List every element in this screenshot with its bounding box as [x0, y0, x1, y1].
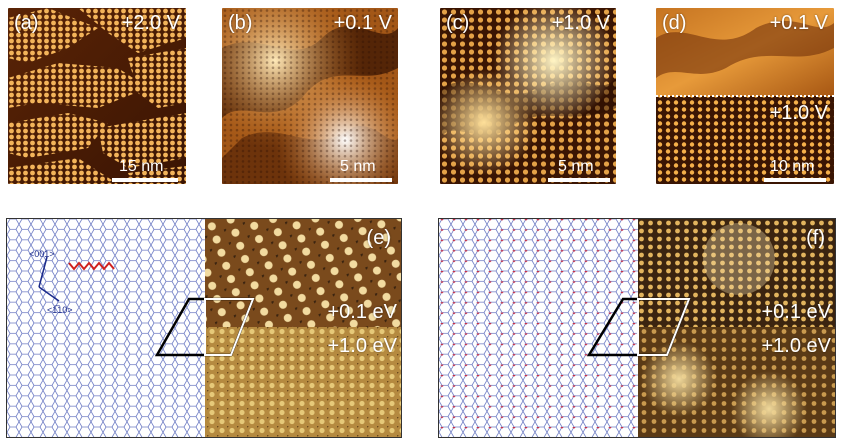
- panel-d-divider: [656, 95, 834, 97]
- panel-a-stm-image: (a) +2.0 V 15 nm: [8, 8, 186, 184]
- panel-c-stm-image: (c) +1.0 V 5 nm: [440, 8, 616, 184]
- panel-c-texture: [440, 8, 616, 184]
- panel-e-figure: [7, 219, 401, 437]
- axis-001-label: <001>: [29, 249, 55, 259]
- panel-b-scale-label: 5 nm: [340, 158, 376, 175]
- panel-d-label: (d): [662, 12, 687, 34]
- panel-c-bias: +1.0 V: [551, 12, 610, 34]
- panel-b-stm-image: (b) +0.1 V 5 nm: [222, 8, 398, 184]
- panel-c-scale-label: 5 nm: [558, 158, 594, 175]
- panel-e-energy-bottom: +1.0 eV: [327, 335, 397, 357]
- panel-e-label: (e): [366, 227, 391, 249]
- panel-d-stm-image: (d) +0.1 V +1.0 V 10 nm: [656, 8, 834, 184]
- panel-d-scale-bar: [764, 178, 826, 182]
- panel-a-scale-bar: [112, 178, 178, 182]
- panel-a-label: (a): [14, 12, 39, 34]
- panel-b-bias: +0.1 V: [333, 12, 392, 34]
- panel-d-bias-top: +0.1 V: [769, 12, 828, 34]
- panel-c-label: (c): [446, 12, 470, 34]
- panel-b-label: (b): [228, 12, 253, 34]
- panel-e-energy-top: +0.1 eV: [327, 301, 397, 323]
- panel-a-bias: +2.0 V: [121, 12, 180, 34]
- panel-f-energy-top: +0.1 eV: [761, 301, 831, 323]
- panel-a-scale-label: 15 nm: [119, 158, 164, 175]
- panel-b-texture: [222, 8, 398, 184]
- panel-f-figure: [439, 219, 835, 437]
- panel-c-scale-bar: [548, 178, 610, 182]
- panel-b-scale-bar: [330, 178, 392, 182]
- panel-f-label: (f): [806, 227, 825, 249]
- panel-a-texture: [8, 8, 186, 184]
- axis-110-label: <1̅10>: [47, 305, 73, 315]
- panel-d-scale-label: 10 nm: [770, 158, 815, 175]
- panel-f: (f) +0.1 eV +1.0 eV: [438, 218, 836, 438]
- panel-d-texture: [656, 8, 834, 184]
- panel-d-bias-bottom: +1.0 V: [769, 102, 828, 124]
- panel-e: <001> <1̅10> (e) +0.1 eV +1.0 eV: [6, 218, 402, 438]
- panel-f-energy-bottom: +1.0 eV: [761, 335, 831, 357]
